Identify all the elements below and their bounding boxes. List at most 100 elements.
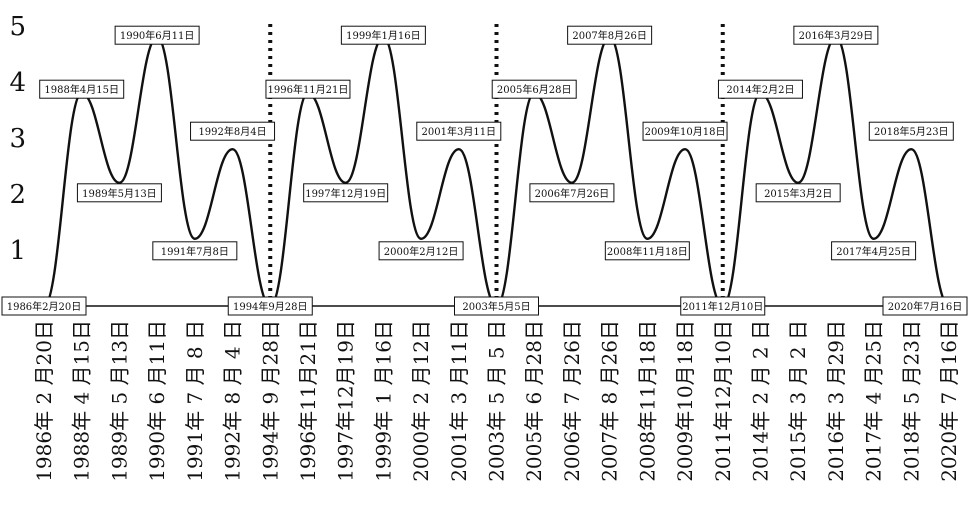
point-label-text: 2006年7月26日	[535, 187, 610, 200]
point-label-box	[604, 241, 690, 261]
x-tick-label-6: 1992年 8 月 4 日	[221, 320, 245, 482]
x-tick-label-18: 2009年10月18日	[673, 320, 697, 482]
point-label-box	[1, 296, 87, 316]
point-label-8: 1996年11月21日	[265, 79, 351, 99]
x-tick-label-23: 2017年 4 月25日	[862, 320, 886, 482]
point-label-text: 2000年2月12日	[384, 245, 459, 258]
point-label-box	[227, 296, 313, 316]
point-label-3: 1989年5月13日	[76, 183, 162, 203]
point-label-text: 2014年2月2日	[726, 83, 794, 96]
x-tick-label-11: 2000年 2 月12日	[409, 320, 433, 482]
x-tick-label-14: 2005年 6 月28日	[522, 320, 546, 482]
point-label-box	[39, 79, 125, 99]
point-label-box	[680, 296, 766, 316]
point-label-box	[190, 121, 276, 141]
point-label-box	[831, 241, 917, 261]
point-label-text: 2009年10月18日	[645, 125, 726, 138]
point-label-24: 2018年5月23日	[868, 121, 954, 141]
x-tick-label-1: 1986年 2 月20日	[32, 320, 56, 482]
point-label-text: 1996年11月21日	[268, 83, 349, 96]
y-tick-label-4: 4	[9, 68, 26, 98]
point-label-20: 2014年2月2日	[717, 79, 803, 99]
point-label-13: 2003年5月5日	[454, 296, 539, 316]
point-label-7: 1994年9月28日	[227, 296, 313, 316]
y-tick-label-2: 2	[9, 180, 26, 210]
point-label-21: 2015年3月2日	[755, 183, 841, 203]
point-label-text: 1990年6月11日	[120, 29, 195, 42]
y-tick-label-3: 3	[9, 124, 26, 154]
point-label-box	[303, 183, 389, 203]
point-label-text: 2003年5月5日	[462, 300, 530, 313]
x-tick-label-24: 2018年 5 月23日	[899, 320, 923, 482]
x-tick-label-15: 2006年 7 月26日	[560, 320, 584, 482]
x-tick-label-12: 2001年 3 月11日	[447, 320, 471, 482]
point-label-text: 1986年2月20日	[7, 300, 82, 313]
point-label-box	[882, 296, 968, 316]
point-label-1: 1986年2月20日	[1, 296, 87, 316]
point-label-text: 2020年7月16日	[888, 300, 963, 313]
point-label-15: 2006年7月26日	[529, 183, 615, 203]
point-label-box	[642, 121, 728, 141]
point-label-5: 1991年7月8日	[152, 241, 238, 261]
point-label-text: 2001年3月11日	[422, 125, 497, 138]
x-tick-label-5: 1991年 7 月 8 日	[183, 320, 207, 482]
point-label-16: 2007年8月26日	[567, 25, 653, 45]
point-label-box	[76, 183, 162, 203]
point-labels: 1986年2月20日 1988年4月15日 1989年5月13日 1990年6月11日…	[1, 25, 968, 316]
point-label-4: 1990年6月11日	[114, 25, 200, 45]
point-label-box	[755, 183, 841, 203]
point-label-text: 1999年1月16日	[346, 29, 421, 42]
point-label-25: 2020年7月16日	[882, 296, 968, 316]
point-label-text: 1992年8月4日	[198, 125, 266, 138]
point-label-box	[717, 79, 803, 99]
point-label-text: 2016年3月29日	[799, 29, 874, 42]
x-tick-label-8: 1996年11月21日	[296, 320, 320, 482]
x-tick-label-3: 1989年 5 月13日	[107, 320, 131, 482]
point-label-box	[340, 25, 426, 45]
point-label-text: 1989年5月13日	[82, 187, 157, 200]
point-label-2: 1988年4月15日	[39, 79, 125, 99]
x-tick-label-16: 2007年 8 月26日	[598, 320, 622, 482]
point-label-box	[114, 25, 200, 45]
x-tick-label-13: 2003年 5 月 5 日	[485, 320, 509, 482]
y-axis: 1 2 3 4 5	[9, 12, 26, 266]
x-tick-label-20: 2014年 2 月 2 日	[748, 320, 772, 482]
point-label-text: 1988年4月15日	[44, 83, 119, 96]
point-label-12: 2001年3月11日	[416, 121, 502, 141]
point-label-text: 1991年7月8日	[161, 245, 229, 258]
point-label-10: 1999年1月16日	[340, 25, 426, 45]
x-tick-label-2: 1988年 4 月15日	[70, 320, 94, 482]
point-label-18: 2009年10月18日	[642, 121, 728, 141]
x-tick-label-17: 2008年11月18日	[635, 320, 659, 482]
point-label-text: 2011年12月10日	[682, 300, 763, 313]
point-label-text: 2015年3月2日	[764, 187, 832, 200]
point-label-6: 1992年8月4日	[190, 121, 276, 141]
point-label-text: 2018年5月23日	[874, 125, 949, 138]
x-tick-label-21: 2015年 3 月 2 日	[786, 320, 810, 482]
x-tick-label-19: 2011年12月10日	[711, 320, 735, 482]
x-tick-label-4: 1990年 6 月11日	[145, 320, 169, 482]
x-tick-label-22: 2016年 3 月29日	[824, 320, 848, 482]
point-label-text: 2005年6月28日	[497, 83, 572, 96]
point-label-box	[868, 121, 954, 141]
point-label-box	[416, 121, 502, 141]
point-label-14: 2005年6月28日	[491, 79, 577, 99]
y-tick-label-5: 5	[9, 12, 26, 42]
x-tick-label-9: 1997年12月19日	[334, 320, 358, 482]
point-label-box	[567, 25, 653, 45]
point-label-11: 2000年2月12日	[378, 241, 464, 261]
point-label-text: 2007年8月26日	[572, 29, 647, 42]
point-label-23: 2017年4月25日	[831, 241, 917, 261]
point-label-box	[793, 25, 879, 45]
point-label-text: 2017年4月25日	[836, 245, 911, 258]
point-label-box	[378, 241, 464, 261]
point-label-box	[491, 79, 577, 99]
dotted-dividers	[268, 24, 725, 306]
point-label-17: 2008年11月18日	[604, 241, 690, 261]
y-tick-label-1: 1	[9, 236, 26, 266]
x-tick-label-25: 2020年 7 月16日	[937, 320, 961, 482]
point-label-text: 1997年12月19日	[305, 187, 386, 200]
point-label-box	[454, 296, 539, 316]
point-label-9: 1997年12月19日	[303, 183, 389, 203]
